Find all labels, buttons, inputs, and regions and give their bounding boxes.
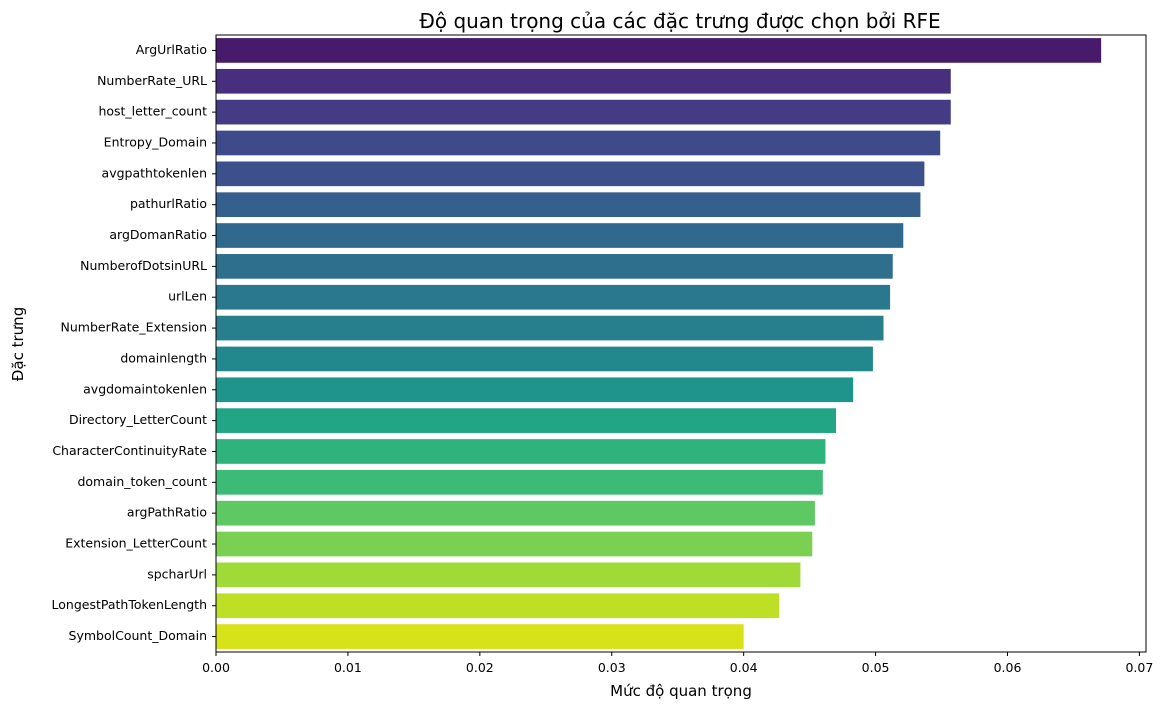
y-tick-label: host_letter_count xyxy=(98,104,207,119)
y-tick-label: argPathRatio xyxy=(127,505,207,520)
y-tick-label: NumberofDotsinURL xyxy=(80,258,207,273)
y-tick-label: SymbolCount_Domain xyxy=(69,628,207,643)
y-tick-label: spcharUrl xyxy=(147,566,207,581)
bar xyxy=(216,192,921,218)
bar xyxy=(216,500,815,526)
x-tick-label: 0.04 xyxy=(730,660,758,675)
bar xyxy=(216,315,884,341)
y-tick-label: NumberRate_Extension xyxy=(61,320,208,335)
y-tick-label: urlLen xyxy=(168,289,207,304)
bar xyxy=(216,408,836,433)
bar xyxy=(216,531,813,557)
x-tick-label: 0.01 xyxy=(334,660,362,675)
y-tick-label: argDomanRatio xyxy=(109,227,207,242)
y-tick-label: domain_token_count xyxy=(77,474,207,489)
y-tick-label: pathurlRatio xyxy=(130,196,207,211)
y-tick-label: Directory_LetterCount xyxy=(69,412,207,427)
y-tick-label: NumberRate_URL xyxy=(97,73,207,88)
bar xyxy=(216,99,951,125)
x-tick-label: 0.07 xyxy=(1125,660,1153,675)
bar xyxy=(216,223,904,248)
bar xyxy=(216,624,744,649)
bar xyxy=(216,284,891,310)
bar xyxy=(216,469,823,495)
x-tick-label: 0.06 xyxy=(994,660,1022,675)
x-tick-label: 0.00 xyxy=(202,660,230,675)
x-tick-label: 0.05 xyxy=(862,660,890,675)
y-tick-label: ArgUrlRatio xyxy=(136,42,207,57)
bar xyxy=(216,439,826,464)
bar xyxy=(216,68,951,94)
bars-group xyxy=(216,38,1102,649)
y-tick-label: Entropy_Domain xyxy=(104,134,207,149)
x-axis: 0.00 0.01 0.02 0.03 0.04 0.05 0.06 0.07 xyxy=(202,652,1153,675)
y-tick-label: LongestPathTokenLength xyxy=(52,597,208,612)
y-tick-labels: ArgUrlRatio NumberRate_URL host_letter_cou… xyxy=(52,42,216,643)
x-axis-title: Mức độ quan trọng xyxy=(610,682,752,700)
bar xyxy=(216,130,941,156)
bar xyxy=(216,161,925,187)
x-tick-label: 0.02 xyxy=(466,660,494,675)
bar xyxy=(216,346,873,372)
bar xyxy=(216,254,893,279)
y-tick-label: avgpathtokenlen xyxy=(102,165,207,180)
y-axis-title: Đặc trưng xyxy=(9,307,27,381)
x-tick-label: 0.03 xyxy=(598,660,626,675)
y-tick-label: domainlength xyxy=(120,350,207,365)
y-tick-label: avgdomaintokenlen xyxy=(83,381,207,396)
y-tick-label: Extension_LetterCount xyxy=(65,536,207,551)
bar xyxy=(216,38,1102,63)
plot-frame xyxy=(215,34,1147,653)
bar xyxy=(216,562,801,588)
chart-title: Độ quan trọng của các đặc trưng được chọ… xyxy=(419,9,940,33)
bar xyxy=(216,377,854,403)
y-tick-label: CharacterContinuityRate xyxy=(52,443,207,458)
bar xyxy=(216,593,780,619)
